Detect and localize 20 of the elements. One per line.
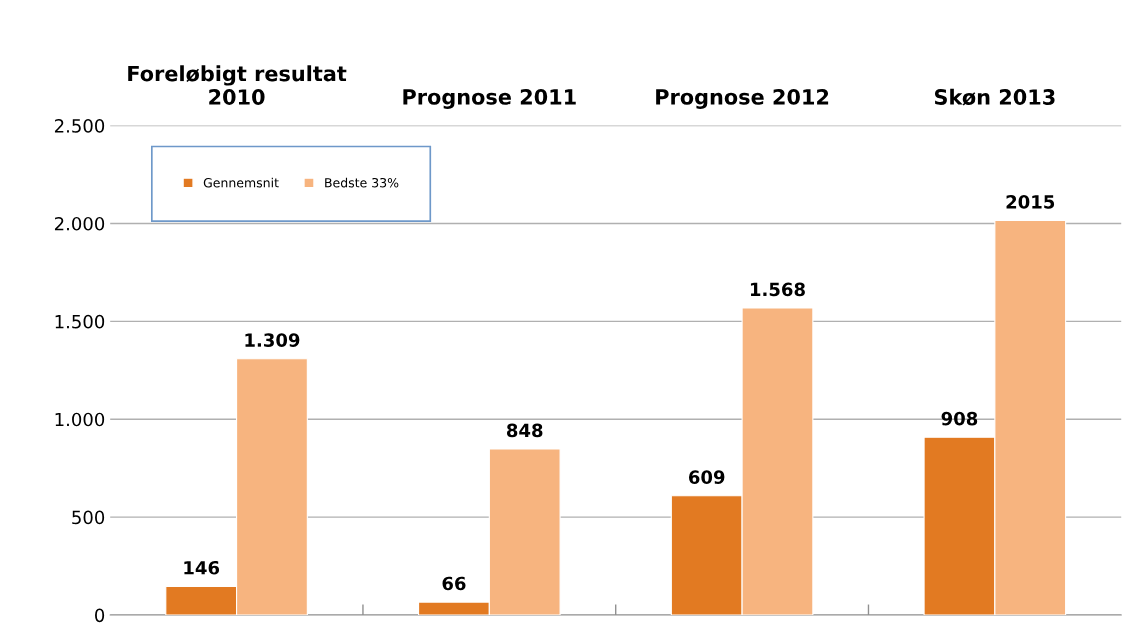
data-label: 1.568: [750, 282, 805, 297]
x-tick-label: Prognose 2011: [403, 88, 576, 109]
y-tick-label: 2.000: [54, 216, 105, 231]
legend-label: Gennemsnit: [203, 177, 279, 188]
x-tick-label: Skøn 2013: [934, 88, 1055, 106]
legend-label: Bedste 33%: [325, 177, 399, 188]
x-tick-label: Prognose 2012: [656, 88, 829, 109]
data-label: 66: [442, 576, 466, 591]
y-tick-label: 0: [95, 608, 105, 623]
data-label: 908: [941, 411, 978, 426]
y-tick-label: 1.500: [55, 314, 105, 329]
y-tick-label: 500: [72, 510, 105, 525]
x-tick-label: Foreløbigt resultat 2010: [128, 65, 347, 105]
y-tick-label: 1.000: [55, 412, 105, 427]
data-label: 146: [184, 560, 220, 575]
data-label: 2015: [1006, 195, 1055, 209]
data-label: 609: [688, 470, 725, 484]
y-tick-label: 2.500: [54, 119, 105, 133]
data-label: 848: [506, 423, 543, 438]
data-label: 1.309: [245, 333, 300, 347]
